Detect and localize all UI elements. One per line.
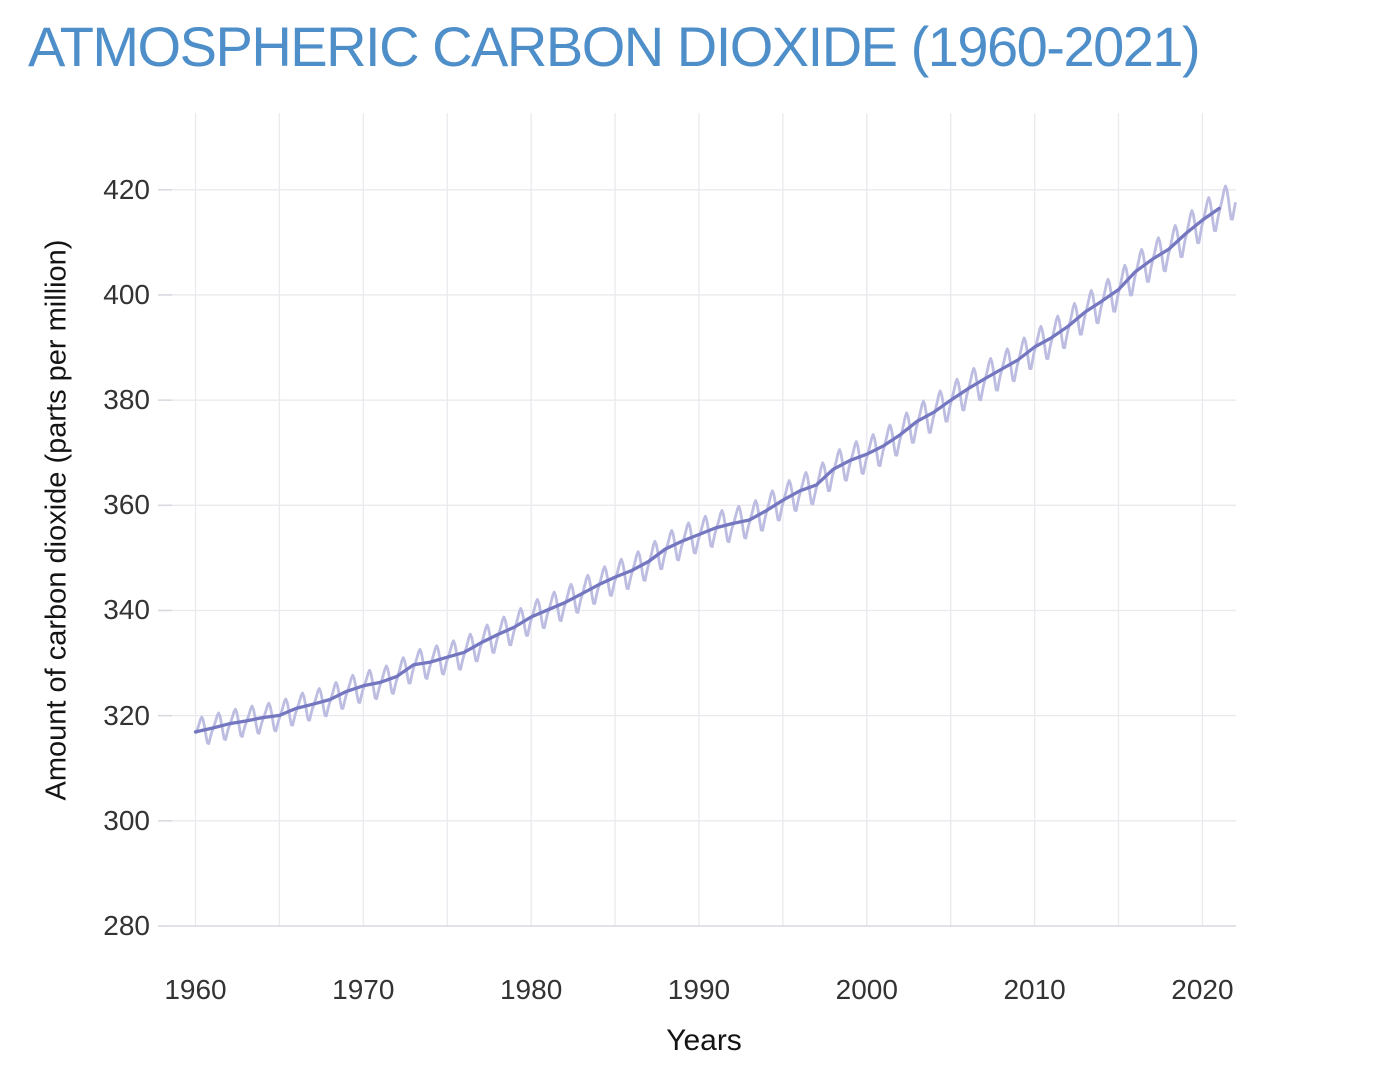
x-tick-label: 1990: [667, 974, 731, 1005]
x-tick-label: 1970: [332, 974, 395, 1005]
trend-co2-line: [193, 206, 1221, 734]
y-tick-label: 380: [103, 384, 150, 416]
y-tick-label: 420: [103, 173, 150, 205]
x-tick-label: 2020: [1171, 974, 1234, 1005]
x-tick-label: 1980: [499, 974, 563, 1005]
y-tick-label: 340: [103, 594, 150, 626]
x-tick-label: 2010: [1003, 974, 1066, 1005]
x-tick-label: 2000: [835, 974, 898, 1005]
seasonal-co2-line: [194, 184, 1237, 745]
y-tick-label: 320: [103, 699, 150, 731]
x-tick-label: 1960: [164, 974, 227, 1005]
y-tick-label: 360: [103, 489, 150, 521]
y-tick-label: 300: [103, 804, 150, 836]
chart-title: ATMOSPHERIC CARBON DIOXIDE (1960-2021): [28, 15, 1201, 78]
y-tick-label: 280: [103, 910, 150, 941]
y-tick-label: 400: [103, 278, 150, 310]
x-axis-title: Years: [666, 1024, 742, 1057]
